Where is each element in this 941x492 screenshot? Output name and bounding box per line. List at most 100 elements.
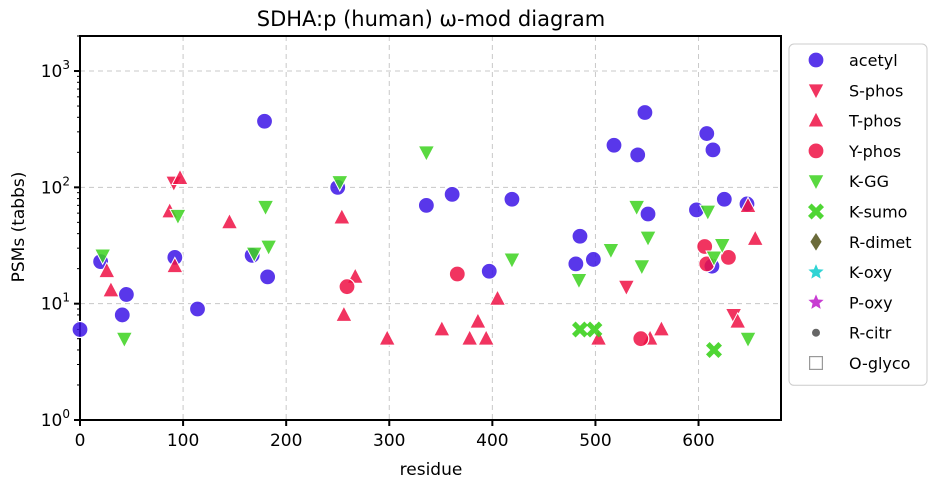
point-k-gg xyxy=(739,331,757,349)
point-acetyl xyxy=(639,205,657,223)
point-acetyl xyxy=(571,227,589,245)
point-k-gg xyxy=(705,250,723,268)
point-t-phos xyxy=(488,288,507,306)
chart-title: SDHA:p (human) ω-mod diagram xyxy=(257,7,605,31)
legend-marker-r-citr xyxy=(812,328,820,337)
legend-label-o-glyco: O-glyco xyxy=(849,354,910,373)
point-acetyl xyxy=(417,196,435,214)
legend-label-r-dimet: R-dimet xyxy=(849,233,912,252)
legend-label-k-sumo: K-sumo xyxy=(849,203,907,222)
point-y-phos xyxy=(719,248,738,266)
x-tick-label: 100 xyxy=(167,431,199,451)
x-axis-label: residue xyxy=(400,460,463,480)
point-t-phos xyxy=(333,207,351,225)
x-tick-label: 200 xyxy=(270,431,302,451)
point-acetyl xyxy=(715,190,733,208)
legend-marker-k-sumo xyxy=(808,203,824,220)
x-tick-label: 500 xyxy=(579,431,611,451)
point-t-phos xyxy=(220,212,239,230)
point-t-phos xyxy=(171,168,189,186)
point-t-phos xyxy=(739,196,757,213)
point-acetyl xyxy=(704,141,722,159)
legend-marker-p-oxy xyxy=(808,294,824,309)
point-y-phos xyxy=(338,278,356,296)
point-acetyl xyxy=(636,103,654,122)
point-k-gg xyxy=(93,248,112,266)
point-acetyl xyxy=(259,268,277,286)
y-tick-label: 100 xyxy=(41,407,70,431)
point-k-gg xyxy=(417,145,436,163)
point-k-gg xyxy=(115,331,134,349)
point-t-phos xyxy=(728,311,747,329)
point-acetyl xyxy=(113,306,131,324)
legend-marker-s-phos xyxy=(807,83,825,101)
point-k-sumo xyxy=(571,321,588,338)
legend-label-acetyl: acetyl xyxy=(849,51,898,70)
point-t-phos xyxy=(102,280,120,298)
point-acetyl xyxy=(255,112,274,130)
point-acetyl xyxy=(698,124,716,143)
point-k-gg xyxy=(627,199,646,217)
legend-marker-acetyl xyxy=(807,51,825,69)
legend-label-y-phos: Y-phos xyxy=(848,142,901,161)
legend-marker-k-oxy xyxy=(808,264,824,279)
point-k-sumo xyxy=(586,321,603,338)
point-y-phos xyxy=(448,265,466,283)
legend-marker-t-phos xyxy=(807,110,825,128)
point-acetyl xyxy=(443,185,461,203)
legend-label-s-phos: S-phos xyxy=(849,81,903,100)
y-axis-label: PSMs (tabbs) xyxy=(9,172,29,283)
x-tick-label: 600 xyxy=(682,431,714,451)
point-t-phos xyxy=(652,319,671,337)
point-k-sumo xyxy=(705,341,722,358)
point-k-gg xyxy=(698,204,717,222)
point-k-gg xyxy=(259,239,278,257)
point-s-phos xyxy=(617,279,636,297)
point-k-gg xyxy=(639,230,657,248)
point-k-gg xyxy=(256,199,275,217)
point-t-phos xyxy=(460,328,479,346)
point-t-phos xyxy=(477,328,495,346)
point-k-gg xyxy=(570,273,588,290)
legend-marker-r-dimet xyxy=(810,233,822,251)
point-y-phos xyxy=(632,330,650,348)
point-t-phos xyxy=(97,261,116,279)
legend-label-r-citr: R-citr xyxy=(849,324,892,343)
point-acetyl xyxy=(188,300,207,318)
point-k-gg xyxy=(713,238,732,255)
point-k-gg xyxy=(330,175,349,192)
point-k-gg xyxy=(503,252,521,270)
point-acetyl xyxy=(567,255,585,273)
point-acetyl xyxy=(584,250,602,269)
plot-frame xyxy=(79,35,782,421)
legend-label-k-oxy: K-oxy xyxy=(849,263,892,282)
point-t-phos xyxy=(589,328,608,346)
legend-marker-o-glyco xyxy=(808,356,823,371)
point-k-gg xyxy=(169,208,187,226)
y-tick-label: 102 xyxy=(41,174,70,198)
x-tick-label: 0 xyxy=(75,431,86,451)
point-acetyl xyxy=(503,190,521,208)
point-k-gg xyxy=(245,246,264,264)
point-t-phos xyxy=(433,319,451,337)
point-t-phos xyxy=(469,311,487,329)
y-tick-label: 101 xyxy=(41,291,70,315)
legend-marker-y-phos xyxy=(807,142,825,160)
point-t-phos xyxy=(378,328,397,346)
point-acetyl xyxy=(480,262,498,280)
point-t-phos xyxy=(335,305,353,322)
legend: acetyl S-phos T-phos Y-phos K-GG K-sumo R-dime… xyxy=(788,43,928,386)
point-acetyl xyxy=(71,320,89,339)
x-tick-label: 300 xyxy=(373,431,405,451)
point-t-phos xyxy=(166,256,184,274)
legend-label-k-gg: K-GG xyxy=(849,172,889,191)
point-k-gg xyxy=(602,242,620,260)
legend-marker-k-gg xyxy=(807,174,825,192)
point-acetyl xyxy=(629,146,647,164)
point-acetyl xyxy=(117,285,135,304)
point-t-phos xyxy=(746,229,765,246)
x-tick-label: 400 xyxy=(476,431,508,451)
y-tick-label: 103 xyxy=(41,58,70,82)
